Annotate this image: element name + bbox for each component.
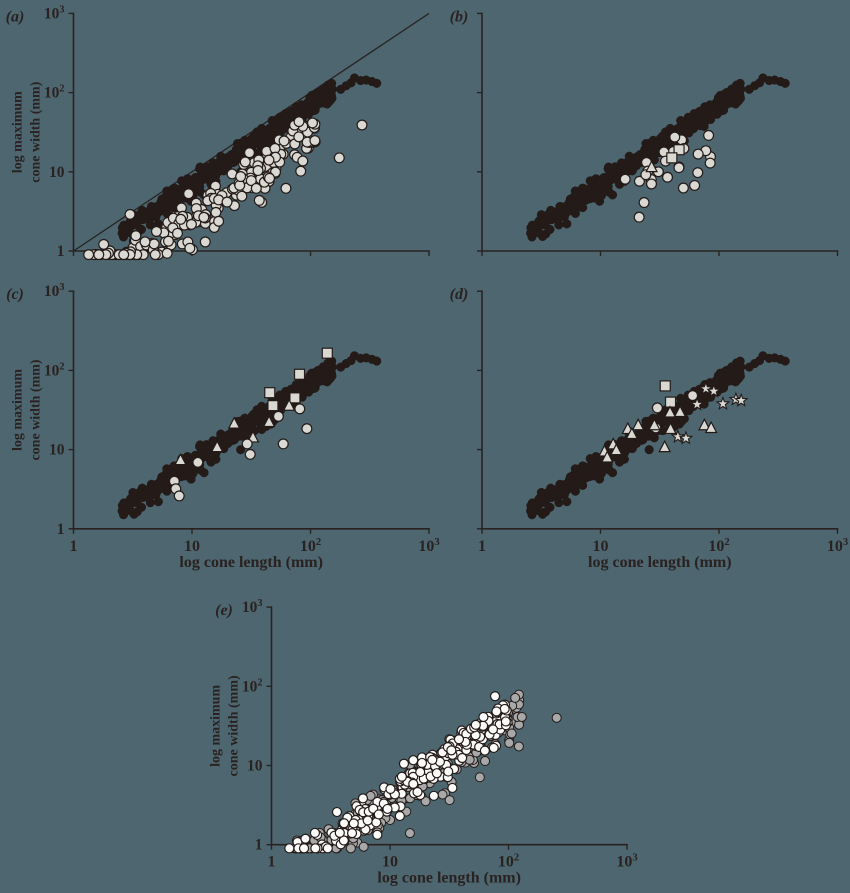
svg-text:103: 103	[418, 537, 439, 555]
svg-text:10: 10	[247, 758, 263, 775]
svg-text:1: 1	[255, 837, 263, 854]
svg-text:10: 10	[593, 538, 609, 555]
svg-text:102: 102	[242, 677, 263, 695]
svg-text:cone width (mm): cone width (mm)	[29, 359, 44, 460]
svg-text:(e): (e)	[215, 602, 233, 619]
svg-text:log maximum: log maximum	[11, 369, 26, 451]
svg-text:log maximum: log maximum	[11, 91, 26, 173]
svg-text:10: 10	[49, 442, 65, 459]
svg-text:1: 1	[478, 538, 486, 555]
svg-text:(b): (b)	[450, 8, 469, 25]
svg-text:103: 103	[44, 282, 65, 300]
svg-text:log cone length (mm): log cone length (mm)	[377, 870, 521, 887]
svg-text:10: 10	[382, 854, 398, 871]
svg-text:102: 102	[44, 361, 65, 379]
svg-text:103: 103	[616, 853, 637, 871]
svg-text:103: 103	[44, 4, 65, 22]
svg-text:log cone length (mm): log cone length (mm)	[588, 554, 732, 571]
svg-text:10: 10	[49, 164, 65, 181]
svg-text:102: 102	[44, 84, 65, 102]
svg-text:1: 1	[57, 521, 65, 538]
svg-text:cone width (mm): cone width (mm)	[227, 675, 242, 776]
svg-text:103: 103	[827, 537, 848, 555]
svg-text:log maximum: log maximum	[209, 685, 224, 767]
svg-text:1: 1	[57, 243, 65, 260]
svg-text:10: 10	[184, 538, 200, 555]
svg-text:cone width (mm): cone width (mm)	[29, 81, 44, 182]
svg-text:102: 102	[300, 537, 321, 555]
svg-text:log cone length (mm): log cone length (mm)	[179, 554, 323, 571]
svg-text:1: 1	[268, 854, 276, 871]
svg-text:(a): (a)	[6, 8, 25, 25]
svg-text:(c): (c)	[6, 286, 24, 303]
svg-text:103: 103	[242, 598, 263, 616]
svg-text:1: 1	[70, 538, 78, 555]
svg-text:(d): (d)	[450, 286, 469, 303]
svg-text:102: 102	[708, 537, 729, 555]
svg-text:102: 102	[498, 853, 519, 871]
